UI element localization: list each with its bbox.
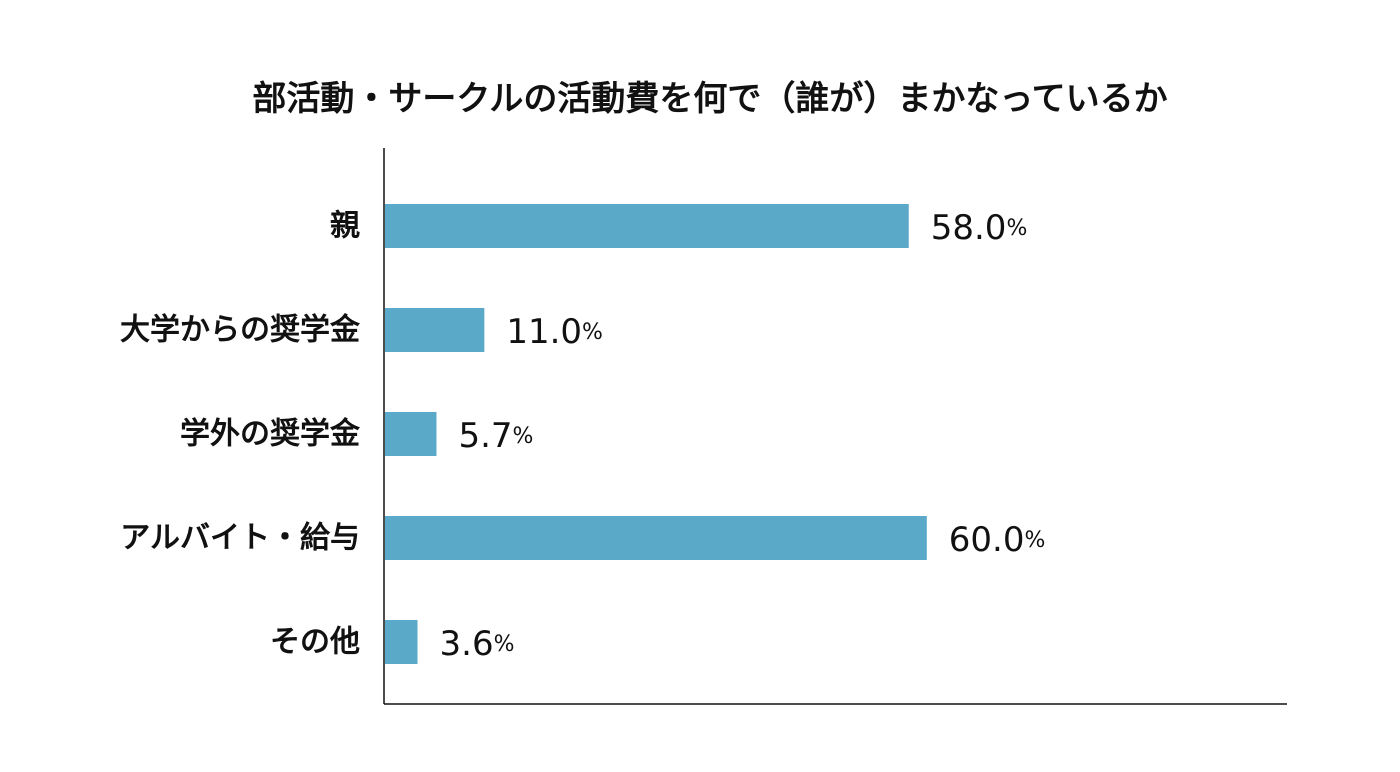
category-label: 親 (330, 209, 360, 244)
bars-group: 親 58.0% 大学からの奨学金 11.0% 学外の奨学金 5.7% アルバイト・給与 60.… (120, 204, 1045, 664)
category-label: 大学からの奨学金 (120, 313, 361, 348)
category-label: アルバイト・給与 (120, 521, 360, 556)
value-unit: % (582, 320, 603, 345)
value-unit: % (1025, 528, 1046, 553)
value-label: 5.7% (458, 416, 533, 456)
value-number: 58.0 (931, 208, 1007, 248)
value-number: 11.0 (506, 312, 582, 352)
value-label: 60.0% (949, 520, 1046, 560)
category-label: その他 (270, 625, 360, 660)
value-number: 60.0 (949, 520, 1025, 560)
chart-title: 部活動・サークルの活動費を何で（誰が）まかなっているか (252, 79, 1167, 119)
bar (385, 516, 927, 560)
bar (385, 204, 909, 248)
value-number: 5.7 (458, 416, 512, 456)
bar (385, 620, 418, 664)
category-label: 学外の奨学金 (180, 417, 361, 452)
value-label: 11.0% (506, 312, 603, 352)
bar (385, 308, 485, 352)
bar (385, 412, 437, 456)
value-label: 3.6% (440, 624, 515, 664)
value-number: 3.6 (440, 624, 494, 664)
value-label: 58.0% (931, 208, 1028, 248)
value-unit: % (1006, 216, 1027, 241)
value-unit: % (513, 424, 534, 449)
value-unit: % (494, 632, 515, 657)
